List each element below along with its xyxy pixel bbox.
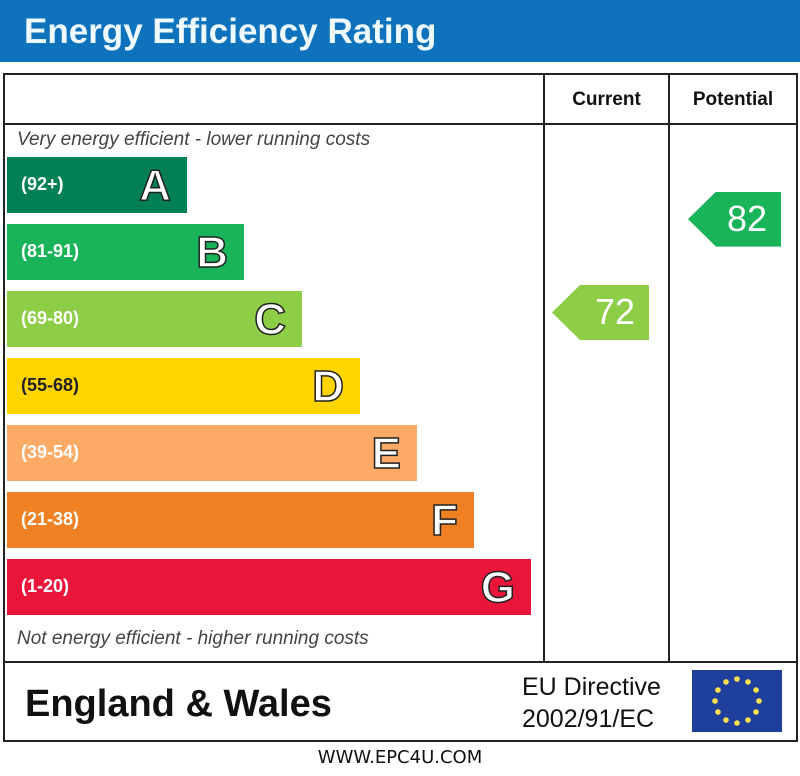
star-icon [753, 687, 759, 693]
band-D: (55-68) D [7, 358, 360, 414]
divider [668, 75, 670, 663]
band-G: (1-20) G [7, 559, 531, 615]
star-icon [734, 676, 740, 682]
star-icon [723, 717, 729, 723]
divider [5, 661, 796, 663]
current-rating-arrow: 72 [552, 285, 649, 340]
band-letter: B [195, 227, 228, 278]
divider [543, 75, 545, 663]
band-letter: D [311, 361, 344, 412]
band-E: (39-54) E [7, 425, 417, 481]
band-letter: E [371, 428, 402, 479]
page-title: Energy Efficiency Rating [24, 12, 437, 51]
band-range: (1-20) [21, 576, 70, 596]
rating-table: Current Potential Very energy efficient … [3, 73, 798, 742]
band-range: (55-68) [21, 375, 80, 395]
band-B: (81-91) B [7, 224, 244, 280]
directive-line1: EU Directive [522, 673, 661, 701]
column-header-current: Current [572, 89, 641, 110]
band-C: (69-80) C [7, 291, 302, 347]
star-icon [745, 679, 751, 685]
star-icon [756, 698, 762, 704]
star-icon [753, 709, 759, 715]
band-letter: G [480, 562, 516, 613]
star-icon [715, 709, 721, 715]
bottom-note: Not energy efficient - higher running co… [17, 628, 369, 649]
star-icon [715, 687, 721, 693]
top-note: Very energy efficient - lower running co… [17, 129, 371, 150]
star-icon [745, 717, 751, 723]
region-label: England & Wales [25, 683, 332, 725]
header-banner: Energy Efficiency Rating [0, 0, 800, 62]
star-icon [723, 679, 729, 685]
potential-rating-value: 82 [726, 197, 767, 239]
band-range: (39-54) [21, 442, 80, 462]
star-icon [734, 720, 740, 726]
star-icon [712, 698, 718, 704]
column-header-potential: Potential [692, 89, 774, 110]
website-label: WWW.EPC4U.COM [317, 747, 483, 768]
eu-directive: EU Directive 2002/91/EC [522, 671, 661, 735]
band-letter: C [253, 294, 286, 345]
band-F: (21-38) F [7, 492, 474, 548]
band-A: (92+) A [7, 157, 187, 213]
directive-line2: 2002/91/EC [522, 705, 655, 733]
divider [5, 123, 796, 125]
potential-rating-arrow: 82 [688, 191, 781, 247]
band-range: (69-80) [21, 308, 80, 328]
band-range: (81-91) [21, 241, 80, 261]
band-letter: F [430, 495, 458, 546]
band-range: (92+) [21, 174, 64, 194]
band-letter: A [138, 160, 171, 211]
current-rating-value: 72 [594, 291, 635, 332]
eu-flag-icon [692, 670, 782, 732]
band-range: (21-38) [21, 509, 80, 529]
